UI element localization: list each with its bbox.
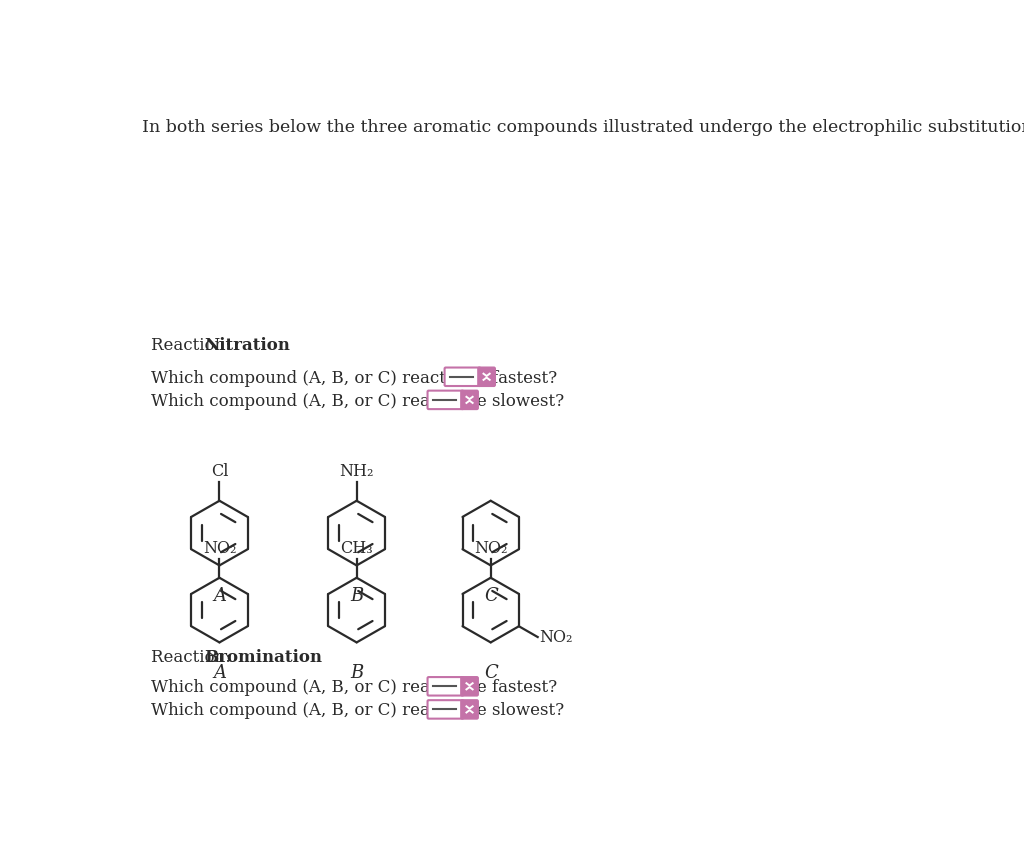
Text: A: A (213, 664, 226, 682)
Text: NH₂: NH₂ (339, 463, 374, 480)
Text: Which compound (A, B, or C) reacts the slowest?: Which compound (A, B, or C) reacts the s… (152, 393, 564, 410)
Text: Which compound (A, B, or C) reacts the fastest?: Which compound (A, B, or C) reacts the f… (152, 679, 557, 696)
Text: NO₂: NO₂ (540, 628, 572, 645)
Text: C: C (483, 587, 498, 605)
FancyBboxPatch shape (428, 677, 464, 695)
Text: Which compound (A, B, or C) reacts the slowest?: Which compound (A, B, or C) reacts the s… (152, 702, 564, 719)
Text: Bromination: Bromination (204, 649, 322, 666)
FancyBboxPatch shape (444, 368, 480, 386)
Text: CH₃: CH₃ (340, 540, 373, 557)
Text: B: B (350, 664, 364, 682)
Text: NO₂: NO₂ (203, 540, 237, 557)
Text: In both series below the three aromatic compounds illustrated undergo the electr: In both series below the three aromatic … (142, 119, 1024, 136)
Text: A: A (213, 587, 226, 605)
FancyBboxPatch shape (461, 391, 478, 409)
FancyBboxPatch shape (461, 700, 478, 718)
Text: Which compound (A, B, or C) reacts the fastest?: Which compound (A, B, or C) reacts the f… (152, 370, 557, 387)
Text: NO₂: NO₂ (474, 540, 508, 557)
Text: Nitration: Nitration (204, 337, 290, 354)
Text: B: B (350, 587, 364, 605)
FancyBboxPatch shape (428, 700, 464, 718)
FancyBboxPatch shape (428, 391, 464, 409)
Text: Cl: Cl (211, 463, 228, 480)
Text: Reaction:: Reaction: (152, 337, 237, 354)
FancyBboxPatch shape (478, 368, 495, 386)
Text: C: C (483, 664, 498, 682)
Text: Reaction:: Reaction: (152, 649, 237, 666)
FancyBboxPatch shape (461, 677, 478, 695)
